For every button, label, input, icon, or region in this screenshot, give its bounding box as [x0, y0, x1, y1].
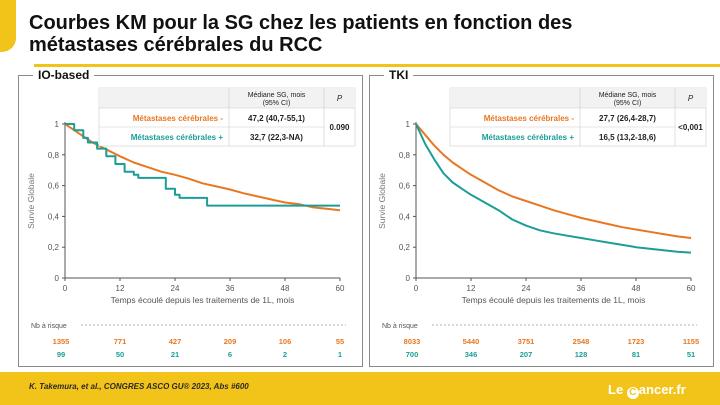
footer-bar — [0, 372, 720, 405]
y-tick-label: 0,4 — [399, 212, 411, 221]
risk-value: 2 — [283, 350, 287, 359]
table-row-median: 47,2 (40,7-55,1) — [248, 114, 305, 123]
median-header: Médiane SG, mois — [248, 92, 306, 99]
y-tick-label: 0 — [55, 274, 60, 283]
x-tick-label: 36 — [577, 284, 586, 293]
citation: K. Takemura, et al., CONGRES ASCO GU® 20… — [29, 382, 249, 391]
risk-value: 1723 — [628, 337, 645, 346]
table-row-median: 32,7 (22,3-NA) — [250, 133, 303, 142]
table-row-median: 27,7 (26,4-28,7) — [599, 114, 656, 123]
y-tick-label: 0,6 — [48, 182, 60, 191]
risk-value: 81 — [632, 350, 640, 359]
y-axis-label: Survie Globale — [377, 173, 387, 229]
x-axis-label: Temps écoulé depuis les traitements de 1… — [462, 295, 646, 305]
risk-label: Nb à risque — [31, 323, 67, 330]
x-tick-label: 12 — [467, 284, 476, 293]
km-curve-no-brain-mets — [415, 123, 692, 239]
table-row-label: Métastases cérébrales - — [133, 114, 224, 123]
x-tick-label: 60 — [687, 284, 696, 293]
table-row-median: 16,5 (13,2-18,6) — [599, 133, 656, 142]
risk-label: Nb à risque — [382, 323, 418, 330]
panel-label: IO-based — [33, 68, 95, 82]
km-chart-tki: 0 0,2 0,4 0,6 0,8 1 0 12 24 36 48 60 Temps écoulé de… — [377, 87, 707, 359]
table-row-label: Métastases cérébrales + — [131, 133, 224, 142]
x-tick-label: 48 — [281, 284, 290, 293]
risk-value: 209 — [224, 337, 237, 346]
risk-value: 2548 — [573, 337, 590, 346]
y-tick-label: 0,4 — [48, 212, 60, 221]
risk-value: 99 — [57, 350, 65, 359]
panel-io-based: IO-based 0 0,2 0,4 0,6 0,8 1 0 12 24 36 48 60 Temps … — [18, 68, 363, 367]
logo-c-icon: C — [626, 387, 639, 399]
risk-value: 346 — [465, 350, 478, 359]
panel-label: TKI — [384, 68, 414, 82]
slide-title-line-1: Courbes KM pour la SG chez les patients … — [29, 12, 573, 34]
risk-value: 700 — [406, 350, 419, 359]
risk-value: 55 — [336, 337, 344, 346]
risk-value: 207 — [520, 350, 533, 359]
median-header-ci: (95% CI) — [614, 100, 642, 107]
slide-title-line-2: métastases cérébrales du RCC — [29, 34, 323, 56]
p-value: <0,001 — [678, 123, 703, 132]
x-tick-label: 12 — [116, 284, 125, 293]
risk-value: 50 — [116, 350, 124, 359]
risk-value: 5440 — [463, 337, 480, 346]
y-tick-label: 0,2 — [399, 243, 411, 252]
median-header-ci: (95% CI) — [263, 100, 291, 107]
x-tick-label: 48 — [632, 284, 641, 293]
y-tick-label: 0,8 — [399, 151, 411, 160]
p-value: 0.090 — [329, 123, 350, 132]
x-tick-label: 24 — [171, 284, 180, 293]
x-tick-label: 36 — [226, 284, 235, 293]
panel-tki: TKI 0 0,2 0,4 0,6 0,8 1 0 12 24 36 48 60 Temps écoul… — [369, 68, 714, 367]
y-tick-label: 1 — [55, 120, 60, 129]
corner-accent — [0, 0, 16, 52]
y-tick-label: 1 — [406, 120, 411, 129]
p-header: P — [337, 94, 343, 103]
x-tick-label: 0 — [414, 284, 419, 293]
km-curve-no-brain-mets — [64, 123, 341, 212]
y-tick-label: 0,8 — [48, 151, 60, 160]
p-header: P — [688, 94, 694, 103]
table-row-label: Métastases cérébrales + — [482, 133, 575, 142]
risk-value: 21 — [171, 350, 179, 359]
risk-value: 128 — [575, 350, 588, 359]
y-tick-label: 0 — [406, 274, 411, 283]
y-tick-label: 0,6 — [399, 182, 411, 191]
table-row-label: Métastases cérébrales - — [484, 114, 575, 123]
risk-value: 427 — [169, 337, 182, 346]
x-axis-label: Temps écoulé depuis les traitements de 1… — [111, 295, 295, 305]
risk-value: 106 — [279, 337, 292, 346]
risk-value: 771 — [114, 337, 127, 346]
y-tick-label: 0,2 — [48, 243, 60, 252]
risk-value: 1355 — [53, 337, 70, 346]
x-tick-label: 0 — [63, 284, 68, 293]
slide-title: Courbes KM pour la SG chez les patients … — [29, 12, 669, 56]
median-header: Médiane SG, mois — [599, 92, 657, 99]
title-rule — [34, 64, 720, 67]
risk-value: 3751 — [518, 337, 535, 346]
median-table-header — [99, 88, 355, 108]
x-tick-label: 60 — [336, 284, 345, 293]
y-axis-label: Survie Globale — [26, 173, 36, 229]
km-curve-brain-mets — [415, 123, 692, 254]
risk-value: 6 — [228, 350, 232, 359]
risk-value: 1155 — [683, 337, 699, 346]
risk-value: 8033 — [404, 337, 421, 346]
median-table-header — [450, 88, 706, 108]
risk-value: 1 — [338, 350, 342, 359]
km-curve-brain-mets — [65, 123, 340, 207]
risk-value: 51 — [687, 350, 695, 359]
x-tick-label: 24 — [522, 284, 531, 293]
